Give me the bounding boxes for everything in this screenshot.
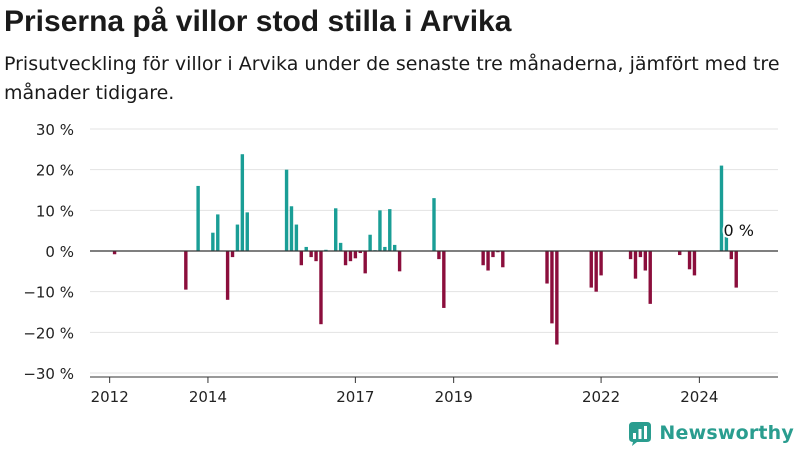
bar xyxy=(388,209,392,251)
bar xyxy=(392,244,397,251)
y-tick-label: −20 % xyxy=(23,324,74,342)
bar xyxy=(378,210,382,251)
bar xyxy=(309,251,313,258)
bar xyxy=(648,251,652,304)
bar xyxy=(112,251,117,255)
bar xyxy=(338,242,343,251)
bar xyxy=(314,251,318,262)
x-tick-label: 2022 xyxy=(582,388,620,406)
chart-title: Priserna på villor stod stilla i Arvika xyxy=(4,5,512,38)
chart-subtitle: Prisutveckling för villor i Arvika under… xyxy=(4,53,780,104)
x-tick-label: 2019 xyxy=(435,388,473,406)
bar xyxy=(225,251,230,300)
bar xyxy=(319,251,323,325)
bar xyxy=(550,251,554,324)
bar xyxy=(343,251,348,266)
y-tick-label: 0 % xyxy=(45,243,74,261)
bar xyxy=(589,251,593,288)
y-tick-label: −10 % xyxy=(23,284,74,302)
bar xyxy=(545,251,549,284)
bar xyxy=(334,208,338,251)
bar xyxy=(358,251,362,254)
brand-logo: Newsworthy xyxy=(627,420,794,446)
bar xyxy=(216,214,220,251)
bar xyxy=(633,251,638,279)
bar xyxy=(687,251,692,270)
bar xyxy=(555,251,559,345)
y-tick-label: 20 % xyxy=(36,162,74,180)
bar xyxy=(599,251,603,276)
x-tick-label: 2017 xyxy=(336,388,374,406)
x-tick-label: 2012 xyxy=(91,388,129,406)
bar xyxy=(240,154,245,251)
bar xyxy=(184,251,188,290)
bar xyxy=(501,251,505,268)
bar xyxy=(397,251,402,272)
y-tick-label: −30 % xyxy=(23,365,74,383)
x-tick-label: 2024 xyxy=(680,388,718,406)
bar xyxy=(719,165,724,251)
bar xyxy=(437,251,441,260)
bar xyxy=(245,212,249,251)
brand-name: Newsworthy xyxy=(659,422,794,444)
y-axis-labels: 30 % 20 % 10 % 0 % −10 % −20 % −30 % xyxy=(23,121,74,383)
bar xyxy=(692,251,697,276)
x-axis: 2012 2014 2017 2019 2022 2024 xyxy=(90,376,778,406)
bar xyxy=(363,251,367,274)
bar xyxy=(284,169,289,251)
bar xyxy=(348,251,353,262)
bar xyxy=(643,251,648,271)
bar xyxy=(304,246,308,251)
bar xyxy=(383,246,387,251)
bar xyxy=(486,251,490,271)
bar xyxy=(491,251,495,258)
bar xyxy=(289,206,294,251)
bar xyxy=(353,251,358,259)
bar xyxy=(638,251,643,258)
annotations: 0 % xyxy=(721,219,755,242)
bar xyxy=(442,251,446,308)
bar xyxy=(294,224,299,251)
bar xyxy=(734,251,738,288)
bar xyxy=(481,251,485,266)
y-tick-label: 30 % xyxy=(36,121,74,139)
bar xyxy=(368,234,372,251)
bar xyxy=(432,198,436,251)
bar xyxy=(724,236,729,251)
bar xyxy=(211,232,215,251)
bar xyxy=(496,251,500,253)
y-tick-label: 10 % xyxy=(36,202,74,220)
bar xyxy=(299,251,304,266)
bar xyxy=(235,224,240,251)
bar xyxy=(230,251,235,258)
bar xyxy=(594,251,598,292)
x-tick-label: 2014 xyxy=(189,388,227,406)
bar-chart-logo-icon xyxy=(629,422,652,446)
bar xyxy=(324,249,328,251)
bar xyxy=(678,251,682,256)
bar xyxy=(196,185,200,251)
bars xyxy=(112,154,738,345)
bar xyxy=(628,251,633,260)
bar xyxy=(729,251,734,260)
annotation-label: 0 % xyxy=(723,221,753,240)
